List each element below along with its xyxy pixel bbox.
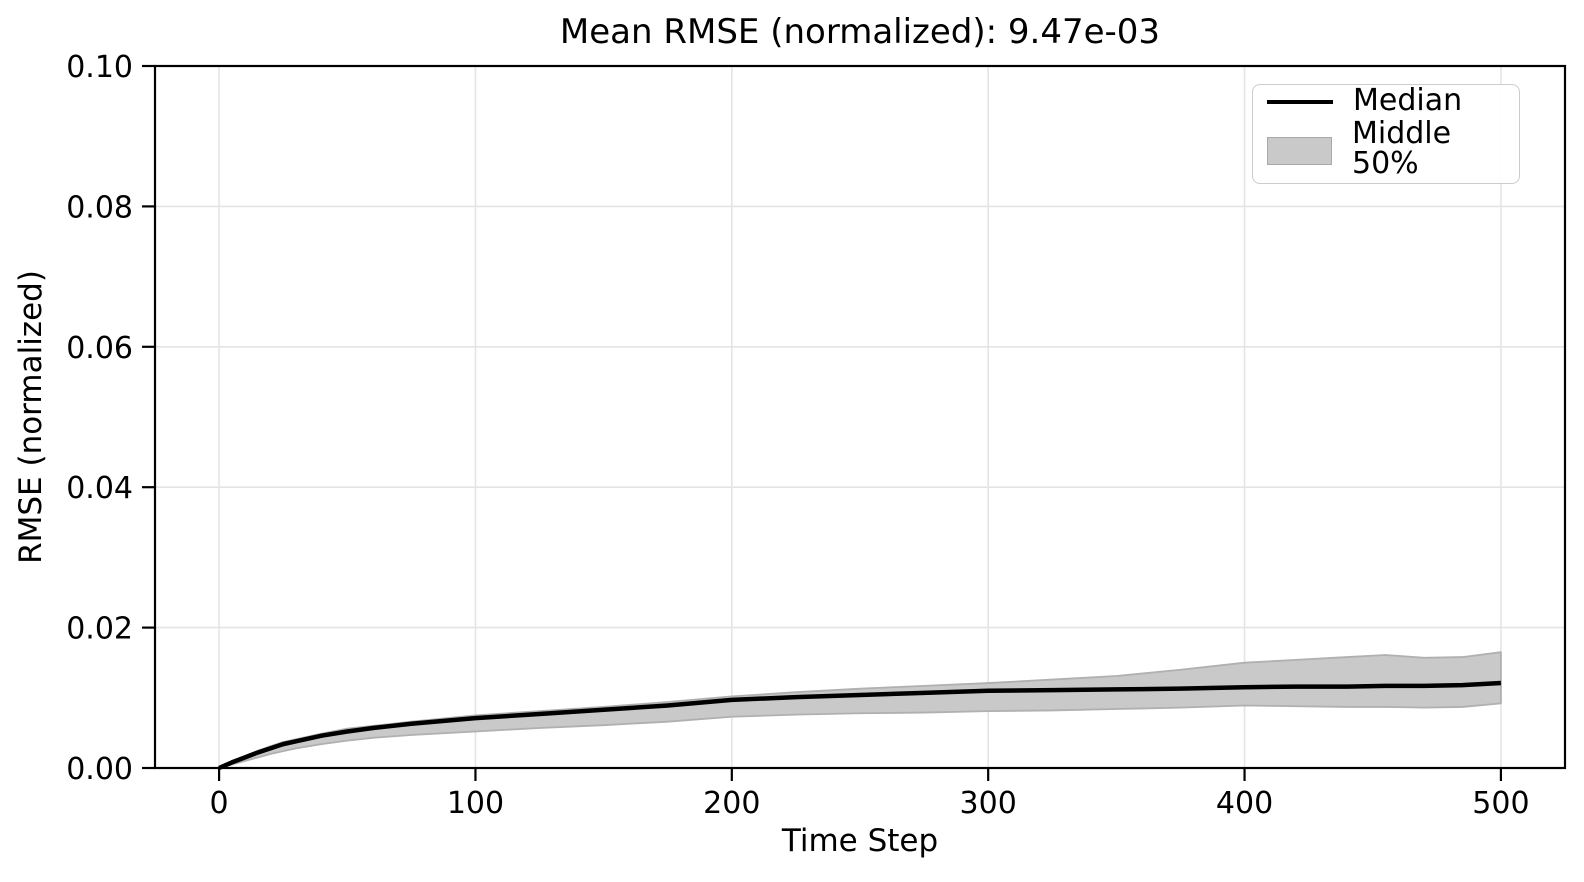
x-tick-label: 200 bbox=[703, 786, 760, 821]
legend-patch-swatch-wrap bbox=[1267, 136, 1332, 165]
legend-entry-middle50: Middle 50% bbox=[1267, 119, 1519, 182]
x-axis-label: Time Step bbox=[781, 823, 939, 859]
chart-title: Mean RMSE (normalized): 9.47e-03 bbox=[559, 12, 1161, 52]
legend: Median Middle 50% bbox=[1252, 84, 1520, 184]
legend-line-swatch bbox=[1267, 99, 1333, 105]
legend-label-middle50: Middle 50% bbox=[1352, 116, 1452, 182]
x-tick-label: 500 bbox=[1472, 786, 1529, 821]
y-axis-label: RMSE (normalized) bbox=[13, 270, 49, 564]
median-line-icon bbox=[1267, 99, 1333, 105]
y-tick-label: 0.02 bbox=[66, 612, 133, 647]
band-patch-icon bbox=[1267, 136, 1332, 165]
median-line bbox=[218, 680, 1502, 771]
legend-label-median: Median bbox=[1353, 82, 1463, 118]
x-tick-label: 400 bbox=[1216, 786, 1273, 821]
x-tick-label: 100 bbox=[447, 786, 504, 821]
y-tick-label: 0.08 bbox=[66, 190, 133, 225]
y-tick-label: 0.00 bbox=[66, 752, 133, 787]
y-tick-label: 0.04 bbox=[66, 471, 133, 506]
legend-entry-median: Median bbox=[1267, 82, 1519, 119]
y-tick-label: 0.06 bbox=[66, 331, 133, 366]
middle-50-band bbox=[218, 651, 1502, 769]
x-tick-label: 300 bbox=[960, 786, 1017, 821]
x-tick-label: 0 bbox=[210, 786, 229, 821]
y-tick-label: 0.10 bbox=[66, 50, 133, 85]
axes-frame bbox=[153, 64, 1567, 770]
